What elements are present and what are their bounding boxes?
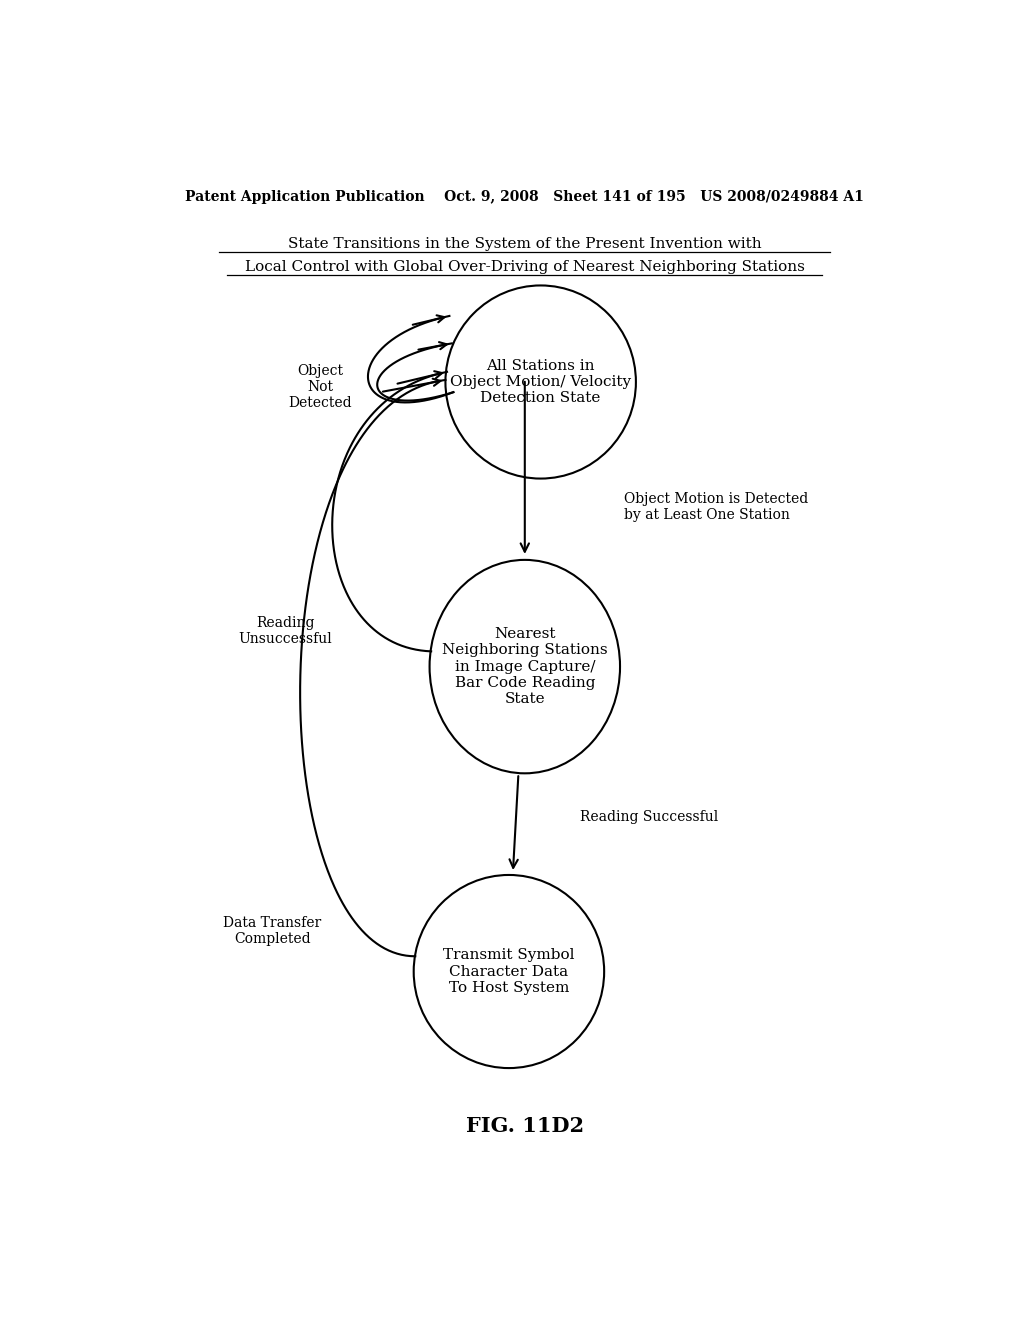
Text: Object Motion is Detected
by at Least One Station: Object Motion is Detected by at Least On… [624, 492, 808, 523]
Text: State Transitions in the System of the Present Invention with: State Transitions in the System of the P… [288, 236, 762, 251]
Text: Reading Successful: Reading Successful [581, 810, 719, 824]
Ellipse shape [445, 285, 636, 479]
Text: Object
Not
Detected: Object Not Detected [288, 364, 352, 411]
Text: Reading
Unsuccessful: Reading Unsuccessful [239, 616, 332, 645]
Text: FIG. 11D2: FIG. 11D2 [466, 1115, 584, 1137]
Ellipse shape [430, 560, 620, 774]
Text: Data Transfer
Completed: Data Transfer Completed [223, 916, 322, 946]
Text: Nearest
Neighboring Stations
in Image Capture/
Bar Code Reading
State: Nearest Neighboring Stations in Image Ca… [442, 627, 607, 706]
Text: Patent Application Publication    Oct. 9, 2008   Sheet 141 of 195   US 2008/0249: Patent Application Publication Oct. 9, 2… [185, 190, 864, 205]
Text: Transmit Symbol
Character Data
To Host System: Transmit Symbol Character Data To Host S… [443, 948, 574, 995]
Text: Local Control with Global Over-Driving of Nearest Neighboring Stations: Local Control with Global Over-Driving o… [245, 260, 805, 275]
Text: All Stations in
Object Motion/ Velocity
Detection State: All Stations in Object Motion/ Velocity … [451, 359, 631, 405]
Ellipse shape [414, 875, 604, 1068]
